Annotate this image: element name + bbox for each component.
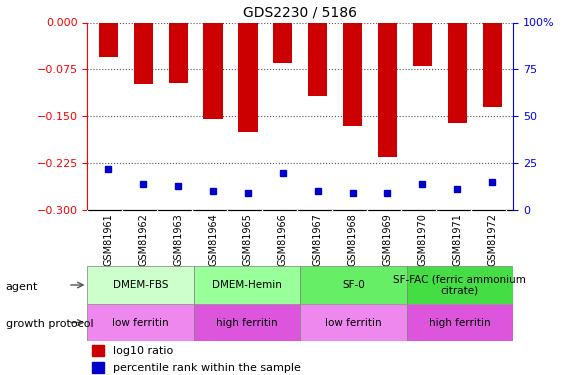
Bar xyxy=(448,22,467,123)
Bar xyxy=(406,304,513,341)
Bar xyxy=(343,22,362,126)
Bar xyxy=(378,22,397,157)
Text: GSM81969: GSM81969 xyxy=(382,213,392,266)
Text: GSM81970: GSM81970 xyxy=(417,213,427,266)
Text: low ferritin: low ferritin xyxy=(113,318,169,327)
Bar xyxy=(194,304,300,341)
Text: GSM81965: GSM81965 xyxy=(243,213,253,266)
Text: GSM81963: GSM81963 xyxy=(173,213,183,266)
Text: log10 ratio: log10 ratio xyxy=(113,346,173,356)
Text: GSM81964: GSM81964 xyxy=(208,213,218,266)
Bar xyxy=(300,266,406,304)
Text: DMEM-FBS: DMEM-FBS xyxy=(113,280,168,290)
Bar xyxy=(92,362,104,374)
Title: GDS2230 / 5186: GDS2230 / 5186 xyxy=(243,6,357,20)
Text: GSM81962: GSM81962 xyxy=(138,213,148,266)
Text: GSM81966: GSM81966 xyxy=(278,213,288,266)
Bar xyxy=(194,266,300,304)
Text: agent: agent xyxy=(6,282,38,292)
Text: percentile rank within the sample: percentile rank within the sample xyxy=(113,363,301,373)
Bar xyxy=(413,22,432,66)
Text: GSM81971: GSM81971 xyxy=(452,213,462,266)
Text: SF-FAC (ferric ammonium
citrate): SF-FAC (ferric ammonium citrate) xyxy=(394,274,526,296)
Text: low ferritin: low ferritin xyxy=(325,318,382,327)
Bar xyxy=(92,345,104,356)
Bar xyxy=(238,22,258,132)
Bar xyxy=(406,266,513,304)
Bar xyxy=(273,22,293,63)
Bar xyxy=(308,22,327,96)
Bar xyxy=(300,304,406,341)
Text: GSM81961: GSM81961 xyxy=(103,213,113,266)
Bar xyxy=(87,266,194,304)
Text: GSM81967: GSM81967 xyxy=(312,213,322,266)
Text: growth protocol: growth protocol xyxy=(6,320,93,329)
Text: high ferritin: high ferritin xyxy=(216,318,278,327)
Bar xyxy=(483,22,502,107)
Text: DMEM-Hemin: DMEM-Hemin xyxy=(212,280,282,290)
Text: SF-0: SF-0 xyxy=(342,280,365,290)
Text: GSM81968: GSM81968 xyxy=(347,213,357,266)
Bar xyxy=(87,304,194,341)
Bar xyxy=(203,22,223,119)
Text: high ferritin: high ferritin xyxy=(429,318,491,327)
Bar xyxy=(168,22,188,83)
Text: GSM81972: GSM81972 xyxy=(487,213,497,266)
Bar xyxy=(134,22,153,84)
Bar xyxy=(99,22,118,57)
